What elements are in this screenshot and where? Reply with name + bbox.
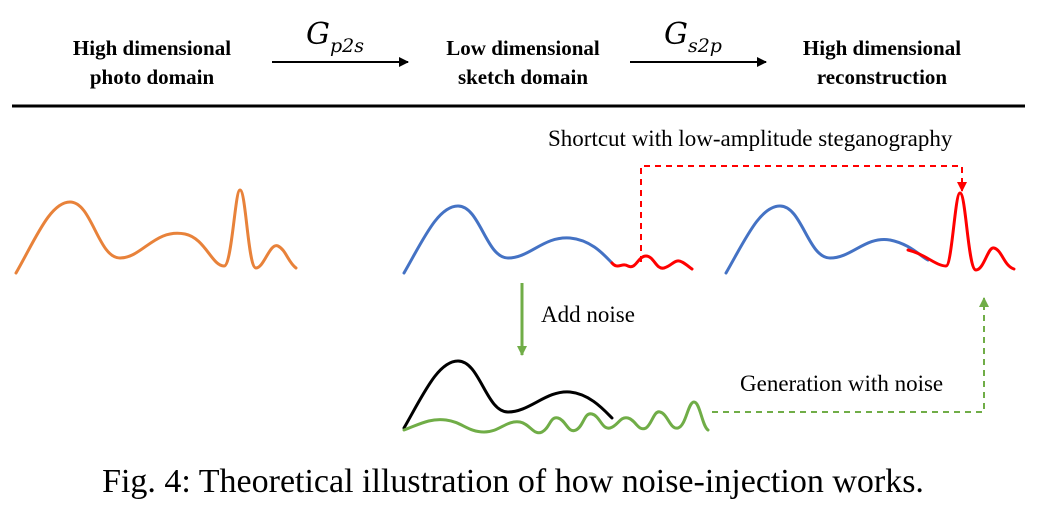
- sketch-blue-curve: [402, 204, 614, 275]
- noisy-sketch-curve: [402, 359, 614, 430]
- reconstruction-title-line1: High dimensional: [803, 36, 961, 60]
- generation-dashed-arrow: [712, 297, 989, 413]
- shortcut-dashed-arrow: [640, 165, 967, 262]
- photo-domain-title-line1: High dimensional: [73, 36, 231, 60]
- reconstruction-blue-curve: [724, 204, 930, 275]
- figure-caption: Fig. 4: Theoretical illustration of how …: [102, 463, 924, 500]
- header-row: High dimensional photo domain Gp2s Low d…: [12, 17, 1025, 108]
- reconstruction-red-curve: [906, 191, 1016, 272]
- sketch-domain-title-line1: Low dimensional: [446, 36, 600, 60]
- sketch-domain-title-line2: sketch domain: [458, 65, 588, 89]
- reconstruction-title-line2: reconstruction: [817, 65, 948, 89]
- gp2s-label: Gp2s: [306, 17, 364, 57]
- add-noise-label: Add noise: [541, 302, 635, 327]
- photo-domain-title-line2: photo domain: [90, 65, 215, 89]
- steganography-tail-curve: [610, 254, 694, 271]
- generation-label: Generation with noise: [740, 371, 943, 396]
- noise-curve: [402, 400, 710, 435]
- gs2p-label: Gs2p: [664, 17, 722, 57]
- photo-domain-curve: [14, 188, 298, 275]
- shortcut-label: Shortcut with low-amplitude steganograph…: [548, 126, 953, 151]
